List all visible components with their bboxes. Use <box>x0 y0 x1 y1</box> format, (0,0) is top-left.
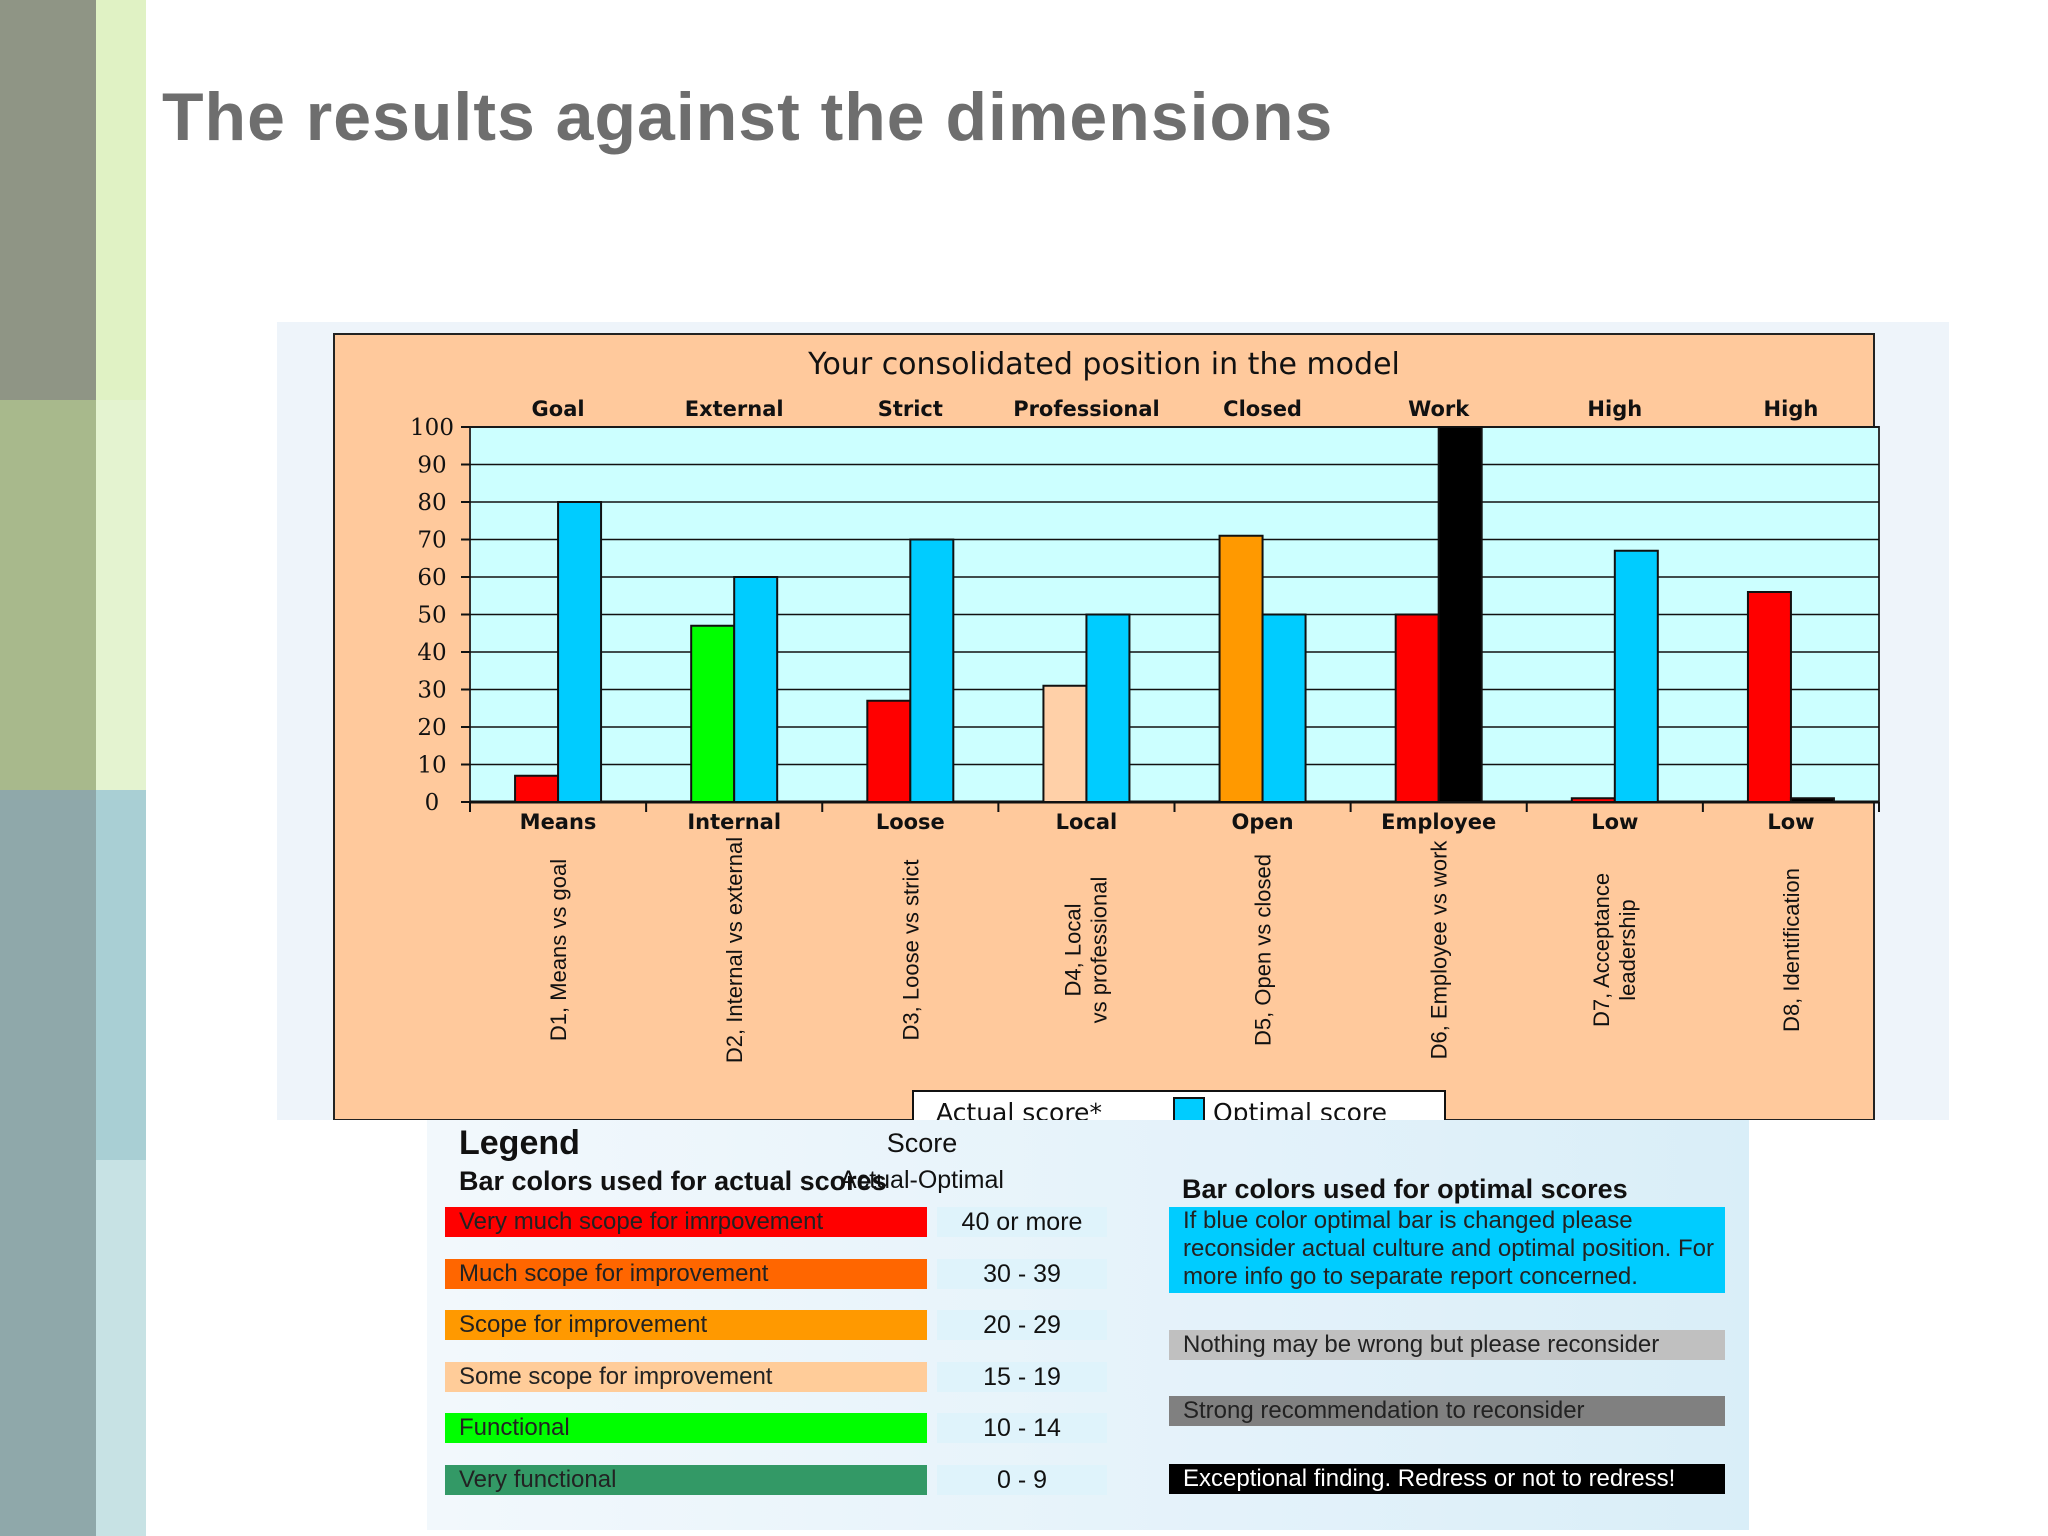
bar-actual <box>690 624 736 803</box>
y-tick-label: 0 <box>425 790 440 816</box>
bar-optimal <box>1085 613 1131 803</box>
y-tick-label: 50 <box>417 603 446 629</box>
y-tick-label: 40 <box>417 640 446 666</box>
top-axis-label: External <box>685 397 784 421</box>
actual-color-bar: Very much scope for imrpovement <box>445 1207 927 1237</box>
y-tick-label: 60 <box>417 565 446 591</box>
chart-title: Your consolidated position in the model <box>807 347 1400 382</box>
left-stripe-2 <box>96 0 146 400</box>
bar-actual <box>866 699 912 803</box>
bar-actual <box>1746 591 1792 803</box>
bar-optimal <box>733 576 779 803</box>
top-axis-label: Goal <box>532 397 585 421</box>
y-tick-label: 30 <box>417 678 446 704</box>
top-axis-label: High <box>1764 397 1819 421</box>
bottom-axis-label: Low <box>1591 810 1638 834</box>
bar-actual <box>1042 684 1088 803</box>
optimal-color-bar: If blue color optimal bar is changed ple… <box>1169 1207 1725 1293</box>
bar-actual <box>1394 613 1440 803</box>
category-label: D1, Means vs goal <box>546 859 571 1041</box>
actual-color-bar: Functional <box>445 1413 927 1443</box>
actual-color-bar: Some scope for improvement <box>445 1361 927 1392</box>
category-label: D4, Localvs professional <box>1060 877 1111 1024</box>
actual-color-bar: Much scope for improvement <box>445 1258 927 1289</box>
y-tick-label: 10 <box>417 753 446 779</box>
left-stripe-5 <box>0 790 96 1536</box>
top-axis-label: Professional <box>1013 397 1160 421</box>
optimal-color-bar: Nothing may be wrong but please reconsid… <box>1169 1330 1725 1360</box>
optimal-colors-heading: Bar colors used for optimal scores <box>1182 1174 1628 1204</box>
y-tick-label: 80 <box>417 490 446 516</box>
chart-image: Your consolidated position in the model … <box>277 322 1949 1120</box>
bar-actual <box>1570 797 1616 803</box>
category-label: D8, Identification <box>1779 868 1804 1032</box>
top-axis-label: Closed <box>1223 397 1302 421</box>
bottom-axis-label: Employee <box>1381 810 1496 834</box>
category-label: D6, Employee vs work <box>1427 840 1452 1060</box>
bar-optimal <box>1789 797 1835 803</box>
left-stripe-3 <box>0 400 96 790</box>
y-tick-label: 20 <box>417 715 446 741</box>
score-range: 0 - 9 <box>937 1464 1107 1495</box>
bar-optimal <box>909 538 955 803</box>
bar-actual <box>514 774 560 803</box>
left-stripe-1 <box>0 0 96 400</box>
actual-color-bar: Scope for improvement <box>445 1310 927 1340</box>
bottom-axis-label: Internal <box>687 810 781 834</box>
bar-optimal <box>1261 613 1307 803</box>
chart-legend: Actual score* Optimal score <box>912 1090 1446 1120</box>
legend-panel: Legend Bar colors used for actual scores… <box>427 1120 1749 1530</box>
bar-optimal <box>1437 426 1483 803</box>
chart-layer: 0 10 20 30 40 50 60 70 80 90 100 Goal Means D1, Means… <box>410 397 1880 1063</box>
score-range: 10 - 14 <box>937 1413 1107 1443</box>
top-axis-label: Strict <box>878 397 943 421</box>
score-range: 15 - 19 <box>937 1361 1107 1392</box>
y-tick-label: 90 <box>417 453 446 479</box>
score-range: 30 - 39 <box>937 1258 1107 1289</box>
category-label: D7, Acceptanceleadership <box>1589 873 1640 1027</box>
score-subheading: Actual-Optimal <box>840 1166 1004 1194</box>
top-axis-label: High <box>1587 397 1642 421</box>
bottom-axis-label: Loose <box>876 810 945 834</box>
legend-optimal-label: Optimal score <box>1213 1098 1387 1120</box>
bottom-axis-label: Local <box>1056 810 1118 834</box>
bottom-axis-label: Low <box>1767 810 1814 834</box>
category-label: D3, Loose vs strict <box>898 860 923 1041</box>
legend-optimal-swatch <box>1173 1097 1205 1120</box>
slide-title: The results against the dimensions <box>162 79 1334 155</box>
y-tick-label: 70 <box>417 528 446 554</box>
legend-actual-label: Actual score* <box>936 1098 1102 1120</box>
bar-optimal <box>557 501 603 803</box>
category-label: D2, Internal vs external <box>722 837 747 1063</box>
bar-chart: Your consolidated position in the model … <box>333 333 1880 1120</box>
score-heading: Score <box>886 1128 958 1158</box>
actual-colors-heading: Bar colors used for actual scores <box>459 1166 887 1196</box>
optimal-color-bar: Strong recommendation to reconsider <box>1169 1396 1725 1426</box>
score-range: 20 - 29 <box>937 1310 1107 1340</box>
category-label: D5, Open vs closed <box>1251 854 1276 1046</box>
left-stripe-7 <box>96 1160 146 1536</box>
bottom-axis-label: Means <box>520 810 597 834</box>
left-stripe-6 <box>96 790 146 1160</box>
bar-actual <box>1218 534 1264 803</box>
top-axis-label: Work <box>1408 397 1470 421</box>
bottom-axis-label: Open <box>1232 810 1294 834</box>
bar-optimal <box>1613 549 1659 803</box>
actual-color-bar: Very functional <box>445 1464 927 1495</box>
left-stripe-4 <box>96 400 146 790</box>
legend-title: Legend <box>459 1124 580 1162</box>
optimal-color-bar: Exceptional finding. Redress or not to r… <box>1169 1464 1725 1494</box>
y-tick-label: 100 <box>410 415 454 441</box>
score-range: 40 or more <box>937 1207 1107 1237</box>
